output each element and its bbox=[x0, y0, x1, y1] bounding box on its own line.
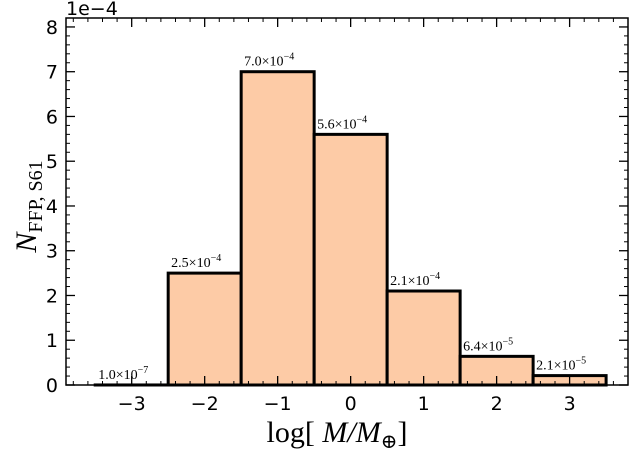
y-tick-label: 3 bbox=[46, 241, 58, 263]
y-tick-label: 0 bbox=[46, 375, 58, 397]
bar-value-label: 5.6×10−4 bbox=[317, 114, 367, 132]
histogram-bar bbox=[385, 289, 462, 387]
y-axis-label: NFFP, S61 bbox=[10, 160, 47, 253]
bar-value-labels: 1.0×10−7 2.5×10−4 7.0×10−4 5.6×10−4 2.1×10−4… bbox=[98, 52, 586, 383]
plot-frame bbox=[65, 17, 629, 386]
y-axis-ticks: 0 1 2 3 4 5 6 7 8 bbox=[46, 17, 628, 397]
x-tick-label: −1 bbox=[264, 393, 292, 415]
x-tick-label: −2 bbox=[191, 393, 219, 415]
bar-value-label: 1.0×10−7 bbox=[98, 365, 148, 383]
bar-value-label: 2.5×10−4 bbox=[171, 253, 221, 271]
y-tick-label: 5 bbox=[46, 151, 58, 173]
x-tick-label: 3 bbox=[564, 393, 576, 415]
x-axis-ticks: −3 −2 −1 0 1 2 3 bbox=[72, 18, 614, 415]
y-tick-label: 6 bbox=[46, 106, 58, 128]
y-tick-label: 1 bbox=[46, 330, 58, 352]
bar-value-label: 6.4×10−5 bbox=[463, 336, 513, 354]
x-tick-label: 2 bbox=[491, 393, 503, 415]
histogram-bar bbox=[312, 132, 389, 387]
histogram-bar bbox=[166, 271, 243, 387]
y-tick-label: 7 bbox=[46, 62, 58, 84]
bars-group bbox=[93, 70, 608, 387]
y-offset-text: 1e−4 bbox=[66, 0, 118, 20]
x-axis-label: log[ M/M⊕] bbox=[267, 416, 408, 453]
x-tick-label: 1 bbox=[418, 393, 430, 415]
y-tick-label: 4 bbox=[46, 196, 58, 218]
x-tick-label: 0 bbox=[345, 393, 357, 415]
y-tick-label: 2 bbox=[46, 285, 58, 307]
bar-value-label: 7.0×10−4 bbox=[244, 52, 294, 70]
histogram-bar bbox=[239, 70, 316, 387]
y-tick-label: 8 bbox=[46, 17, 58, 39]
bar-value-label: 2.1×10−4 bbox=[390, 271, 440, 289]
x-tick-label: −3 bbox=[118, 393, 146, 415]
bar-value-label: 2.1×10−5 bbox=[536, 356, 586, 374]
